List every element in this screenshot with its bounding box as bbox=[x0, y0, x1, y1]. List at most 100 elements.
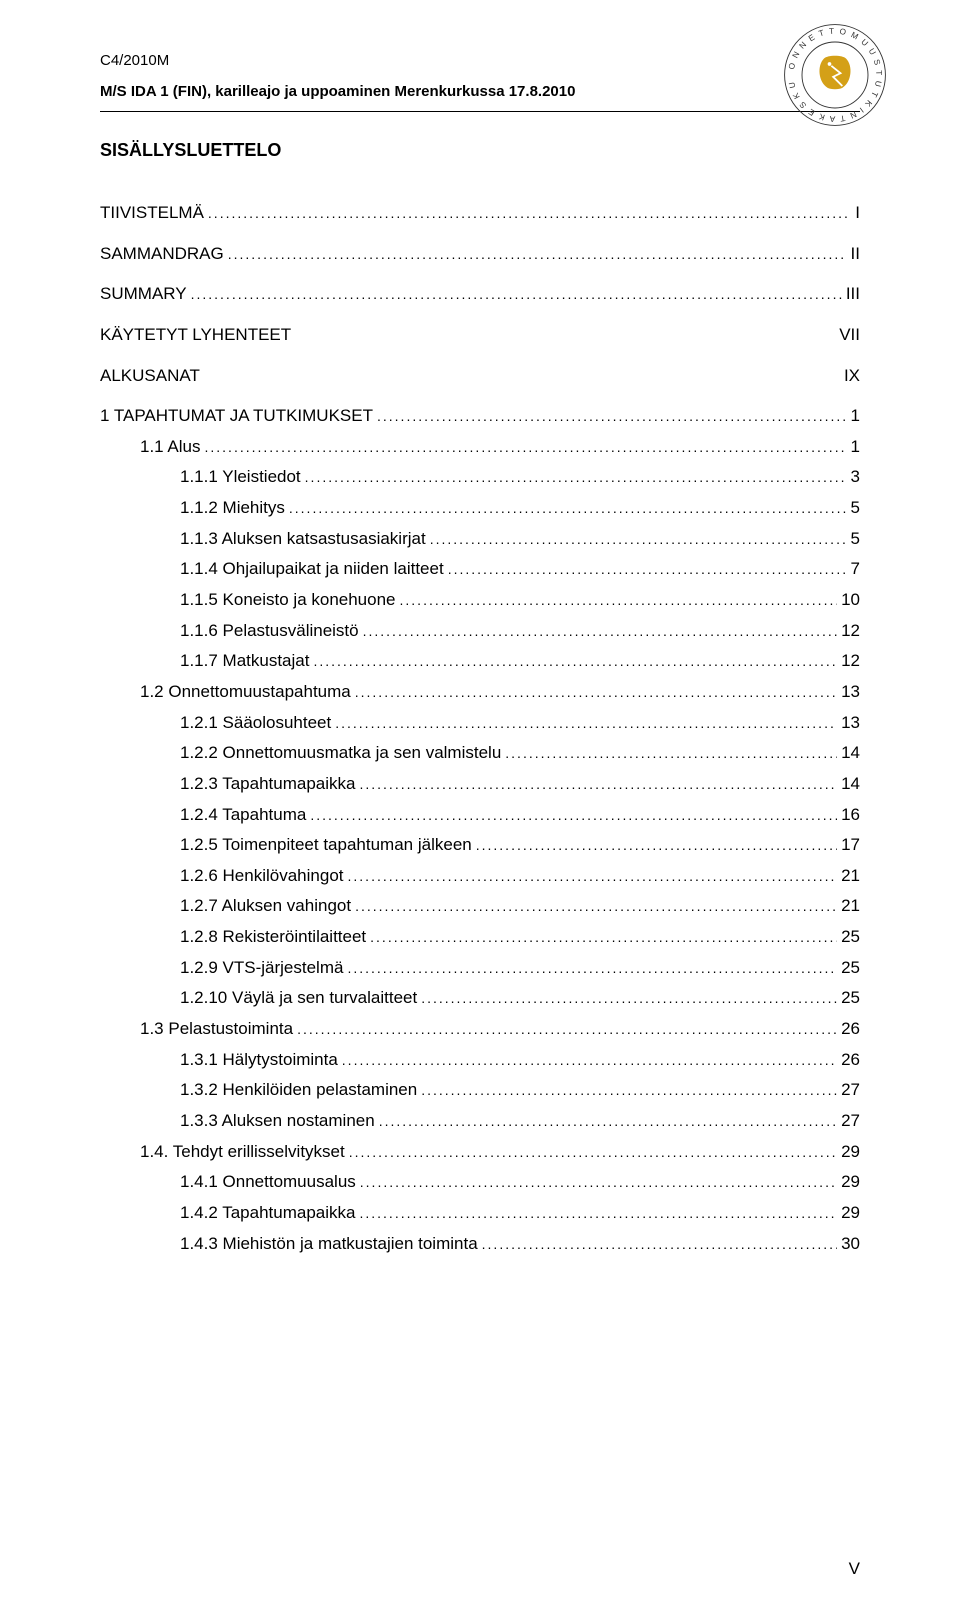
toc-entry: 1.2 Onnettomuustapahtuma13 bbox=[100, 680, 860, 705]
toc-label: 1.1.5 Koneisto ja konehuone bbox=[180, 588, 396, 613]
toc-leader-dots bbox=[505, 741, 837, 766]
toc-label: 1.2.3 Tapahtumapaikka bbox=[180, 772, 355, 797]
agency-logo: O N N E T T O M U U S T U T K I N T A K … bbox=[780, 20, 890, 130]
toc-entry: 1.2.4 Tapahtuma16 bbox=[100, 803, 860, 828]
toc-leader-dots bbox=[355, 680, 837, 705]
toc-page-number: 29 bbox=[841, 1170, 860, 1195]
toc-page-number: 26 bbox=[841, 1048, 860, 1073]
toc-page-number: 29 bbox=[841, 1201, 860, 1226]
toc-label: KÄYTETYT LYHENTEET bbox=[100, 323, 291, 348]
toc-entry: 1.1 Alus 1 bbox=[100, 435, 860, 460]
toc-label: 1.4.2 Tapahtumapaikka bbox=[180, 1201, 355, 1226]
toc-leader-dots bbox=[297, 1017, 837, 1042]
toc-leader-dots bbox=[313, 649, 837, 674]
toc-label: 1.2.5 Toimenpiteet tapahtuman jälkeen bbox=[180, 833, 472, 858]
toc-leader-dots bbox=[448, 557, 847, 582]
toc-entry: 1.1.3 Aluksen katsastusasiakirjat 5 bbox=[100, 527, 860, 552]
toc-entry: 1.2.6 Henkilövahingot21 bbox=[100, 864, 860, 889]
toc-leader-dots bbox=[191, 282, 842, 307]
toc-label: 1.4.1 Onnettomuusalus bbox=[180, 1170, 356, 1195]
toc-page-number: 1 bbox=[851, 435, 860, 460]
toc-leader-dots bbox=[347, 956, 837, 981]
toc-page-number: 5 bbox=[851, 527, 860, 552]
toc-entry: 1.2.5 Toimenpiteet tapahtuman jälkeen 17 bbox=[100, 833, 860, 858]
doc-id: C4/2010M bbox=[100, 50, 860, 73]
toc-entry: SAMMANDRAG II bbox=[100, 242, 860, 267]
toc-label: TIIVISTELMÄ bbox=[100, 201, 204, 226]
toc-entry: 1.4.3 Miehistön ja matkustajien toiminta… bbox=[100, 1232, 860, 1257]
toc-page-number: 13 bbox=[841, 711, 860, 736]
toc-page-number: II bbox=[851, 242, 860, 267]
toc-page-number: 10 bbox=[841, 588, 860, 613]
toc-entry: 1.3.3 Aluksen nostaminen 27 bbox=[100, 1109, 860, 1134]
toc-entry: 1.2.2 Onnettomuusmatka ja sen valmistelu… bbox=[100, 741, 860, 766]
toc-entry: 1.2.10 Väylä ja sen turvalaitteet25 bbox=[100, 986, 860, 1011]
toc-leader-dots bbox=[208, 201, 851, 226]
toc-entry: SUMMARYIII bbox=[100, 282, 860, 307]
toc-leader-dots bbox=[476, 833, 837, 858]
toc-leader-dots bbox=[421, 1078, 837, 1103]
toc-entry: 1.4.2 Tapahtumapaikka 29 bbox=[100, 1201, 860, 1226]
toc-entry: ALKUSANAT IX bbox=[100, 364, 860, 389]
toc-page-number: IX bbox=[844, 364, 860, 389]
toc-entry: 1.2.8 Rekisteröintilaitteet 25 bbox=[100, 925, 860, 950]
toc-leader-dots bbox=[228, 242, 847, 267]
toc-page-number: 25 bbox=[841, 956, 860, 981]
toc-page-number: 27 bbox=[841, 1078, 860, 1103]
doc-title: M/S IDA 1 (FIN), karilleajo ja uppoamine… bbox=[100, 81, 860, 104]
toc-leader-dots bbox=[379, 1109, 837, 1134]
toc-leader-dots bbox=[349, 1140, 837, 1165]
toc-page-number: VII bbox=[839, 323, 860, 348]
toc-label: 1.1.6 Pelastusvälineistö bbox=[180, 619, 359, 644]
toc-page-number: 7 bbox=[851, 557, 860, 582]
toc-label: 1.2.9 VTS-järjestelmä bbox=[180, 956, 343, 981]
toc-page-number: 12 bbox=[841, 649, 860, 674]
toc-entry: 1.4.1 Onnettomuusalus 29 bbox=[100, 1170, 860, 1195]
toc-page-number: 30 bbox=[841, 1232, 860, 1257]
toc-label: 1.3.3 Aluksen nostaminen bbox=[180, 1109, 375, 1134]
toc-label: 1.1.2 Miehitys bbox=[180, 496, 285, 521]
toc-page-number: 3 bbox=[851, 465, 860, 490]
toc-label: 1.1.1 Yleistiedot bbox=[180, 465, 301, 490]
toc-label: ALKUSANAT bbox=[100, 364, 200, 389]
toc-page-number: 25 bbox=[841, 925, 860, 950]
header-divider bbox=[100, 111, 860, 112]
toc-label: SAMMANDRAG bbox=[100, 242, 224, 267]
toc-entry: 1.1.5 Koneisto ja konehuone 10 bbox=[100, 588, 860, 613]
toc-heading: SISÄLLYSLUETTELO bbox=[100, 140, 860, 161]
toc-leader-dots bbox=[400, 588, 838, 613]
toc-leader-dots bbox=[205, 435, 847, 460]
toc-entry: 1.2.3 Tapahtumapaikka14 bbox=[100, 772, 860, 797]
toc-label: 1.1 Alus bbox=[140, 435, 201, 460]
toc-leader-dots bbox=[377, 404, 847, 429]
toc-leader-dots bbox=[359, 772, 837, 797]
toc-label: 1.2.6 Henkilövahingot bbox=[180, 864, 344, 889]
toc-entry: 1.1.7 Matkustajat12 bbox=[100, 649, 860, 674]
toc-entry: 1.2.7 Aluksen vahingot21 bbox=[100, 894, 860, 919]
toc-page-number: 17 bbox=[841, 833, 860, 858]
toc-label: SUMMARY bbox=[100, 282, 187, 307]
header-block: C4/2010M M/S IDA 1 (FIN), karilleajo ja … bbox=[100, 50, 860, 103]
toc-entry: 1.3.1 Hälytystoiminta26 bbox=[100, 1048, 860, 1073]
toc-entry: 1.3.2 Henkilöiden pelastaminen27 bbox=[100, 1078, 860, 1103]
toc-label: 1.1.3 Aluksen katsastusasiakirjat bbox=[180, 527, 426, 552]
toc-label: 1.1.4 Ohjailupaikat ja niiden laitteet bbox=[180, 557, 444, 582]
toc-page-number: 27 bbox=[841, 1109, 860, 1134]
page-number: V bbox=[849, 1559, 860, 1579]
toc-entry: 1.1.6 Pelastusvälineistö12 bbox=[100, 619, 860, 644]
toc-leader-dots bbox=[421, 986, 837, 1011]
toc-entry: 1.1.1 Yleistiedot 3 bbox=[100, 465, 860, 490]
toc-page-number: 5 bbox=[851, 496, 860, 521]
toc-leader-dots bbox=[430, 527, 847, 552]
toc-label: 1.2.7 Aluksen vahingot bbox=[180, 894, 351, 919]
toc-page-number: 29 bbox=[841, 1140, 860, 1165]
table-of-contents: TIIVISTELMÄISAMMANDRAGIISUMMARYIIIKÄYTET… bbox=[100, 201, 860, 1256]
toc-label: 1.2.8 Rekisteröintilaitteet bbox=[180, 925, 366, 950]
toc-label: 1.2 Onnettomuustapahtuma bbox=[140, 680, 351, 705]
toc-label: 1.2.2 Onnettomuusmatka ja sen valmistelu bbox=[180, 741, 501, 766]
toc-entry: 1 TAPAHTUMAT JA TUTKIMUKSET1 bbox=[100, 404, 860, 429]
toc-leader-dots bbox=[359, 1201, 837, 1226]
toc-leader-dots bbox=[335, 711, 837, 736]
toc-leader-dots bbox=[289, 496, 847, 521]
toc-page-number: 26 bbox=[841, 1017, 860, 1042]
